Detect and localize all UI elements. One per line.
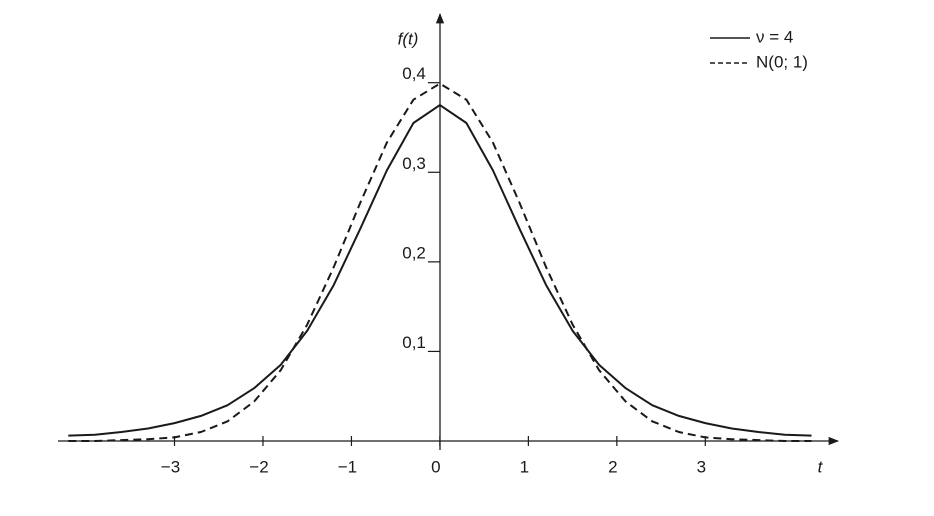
x-tick-label: −3 — [161, 457, 180, 476]
x-tick-label: −2 — [249, 457, 268, 476]
legend-label: ν = 4 — [756, 27, 793, 46]
series-line — [68, 104, 812, 437]
x-axis-label: t — [818, 457, 824, 476]
x-tick-label: 0 — [431, 457, 440, 476]
legend-label: N(0; 1) — [756, 52, 808, 71]
y-axis-label: f(t) — [398, 29, 419, 48]
y-tick-label: 0,4 — [402, 64, 426, 83]
series-line — [68, 82, 812, 442]
y-tick-label: 0,1 — [402, 333, 426, 352]
y-tick-label: 0,2 — [402, 243, 426, 262]
x-tick-label: −1 — [338, 457, 357, 476]
y-tick-label: 0,3 — [402, 154, 426, 173]
x-tick-label: 1 — [520, 457, 529, 476]
x-tick-label: 3 — [697, 457, 706, 476]
x-tick-label: 2 — [608, 457, 617, 476]
